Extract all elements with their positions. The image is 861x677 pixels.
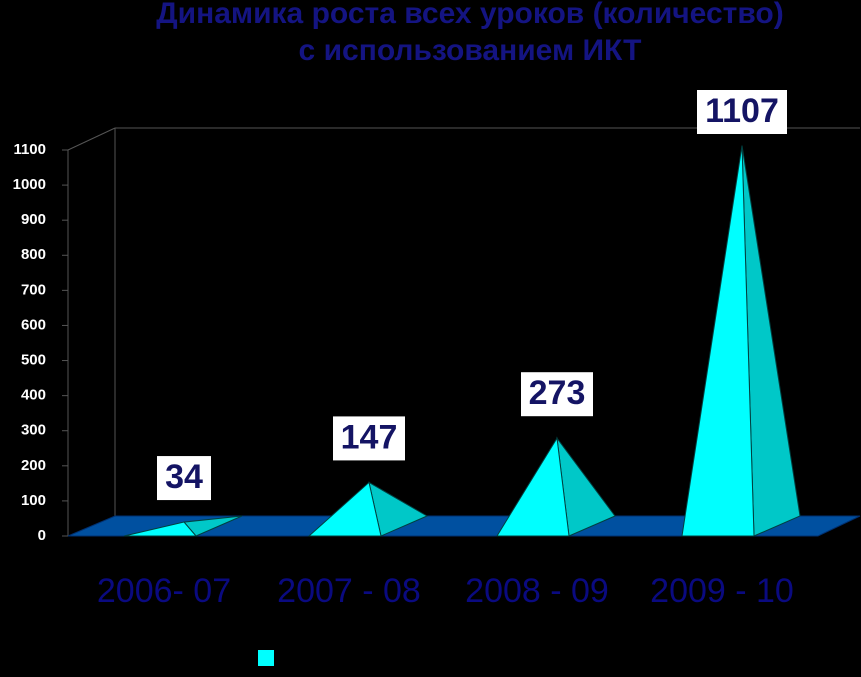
- data-label: 1107: [705, 92, 779, 130]
- data-label: 34: [165, 458, 203, 496]
- y-tick-label: 0: [38, 527, 46, 544]
- y-tick-label: 200: [21, 457, 46, 474]
- y-tick-label: 1100: [13, 141, 46, 158]
- y-tick-label: 800: [21, 246, 46, 263]
- y-tick-label: 900: [21, 211, 46, 228]
- data-label-box: [333, 416, 405, 461]
- y-tick-label: 300: [21, 422, 46, 439]
- chart-subtitle: с использованием ИКТ: [299, 34, 642, 67]
- data-label: 273: [529, 374, 586, 412]
- pyramid-front: [681, 145, 755, 537]
- y-tick-label: 400: [21, 387, 46, 404]
- data-label: 147: [341, 418, 398, 456]
- data-label-box: [521, 372, 593, 417]
- y-tick-label: 600: [21, 316, 46, 333]
- pyramid-front: [307, 481, 382, 537]
- y-tick-label: 1000: [13, 176, 46, 193]
- pyramid-front: [496, 436, 570, 537]
- wall-edge: [67, 127, 116, 151]
- y-tick-label: 100: [21, 492, 46, 509]
- x-tick-label: 2006- 07: [97, 572, 231, 610]
- x-tick-label: 2008 - 09: [465, 572, 609, 610]
- y-tick-label: 500: [21, 352, 46, 369]
- pyramid-front: [123, 521, 198, 537]
- y-tick-label: 700: [21, 281, 46, 298]
- legend-swatch: [258, 650, 274, 666]
- x-tick-label: 2007 - 08: [277, 572, 421, 610]
- x-tick-label: 2009 - 10: [650, 572, 794, 610]
- data-label-box: [157, 456, 211, 501]
- chart-title: Динамика роста всех уроков (количество): [156, 0, 783, 30]
- data-label-box: [697, 90, 787, 134]
